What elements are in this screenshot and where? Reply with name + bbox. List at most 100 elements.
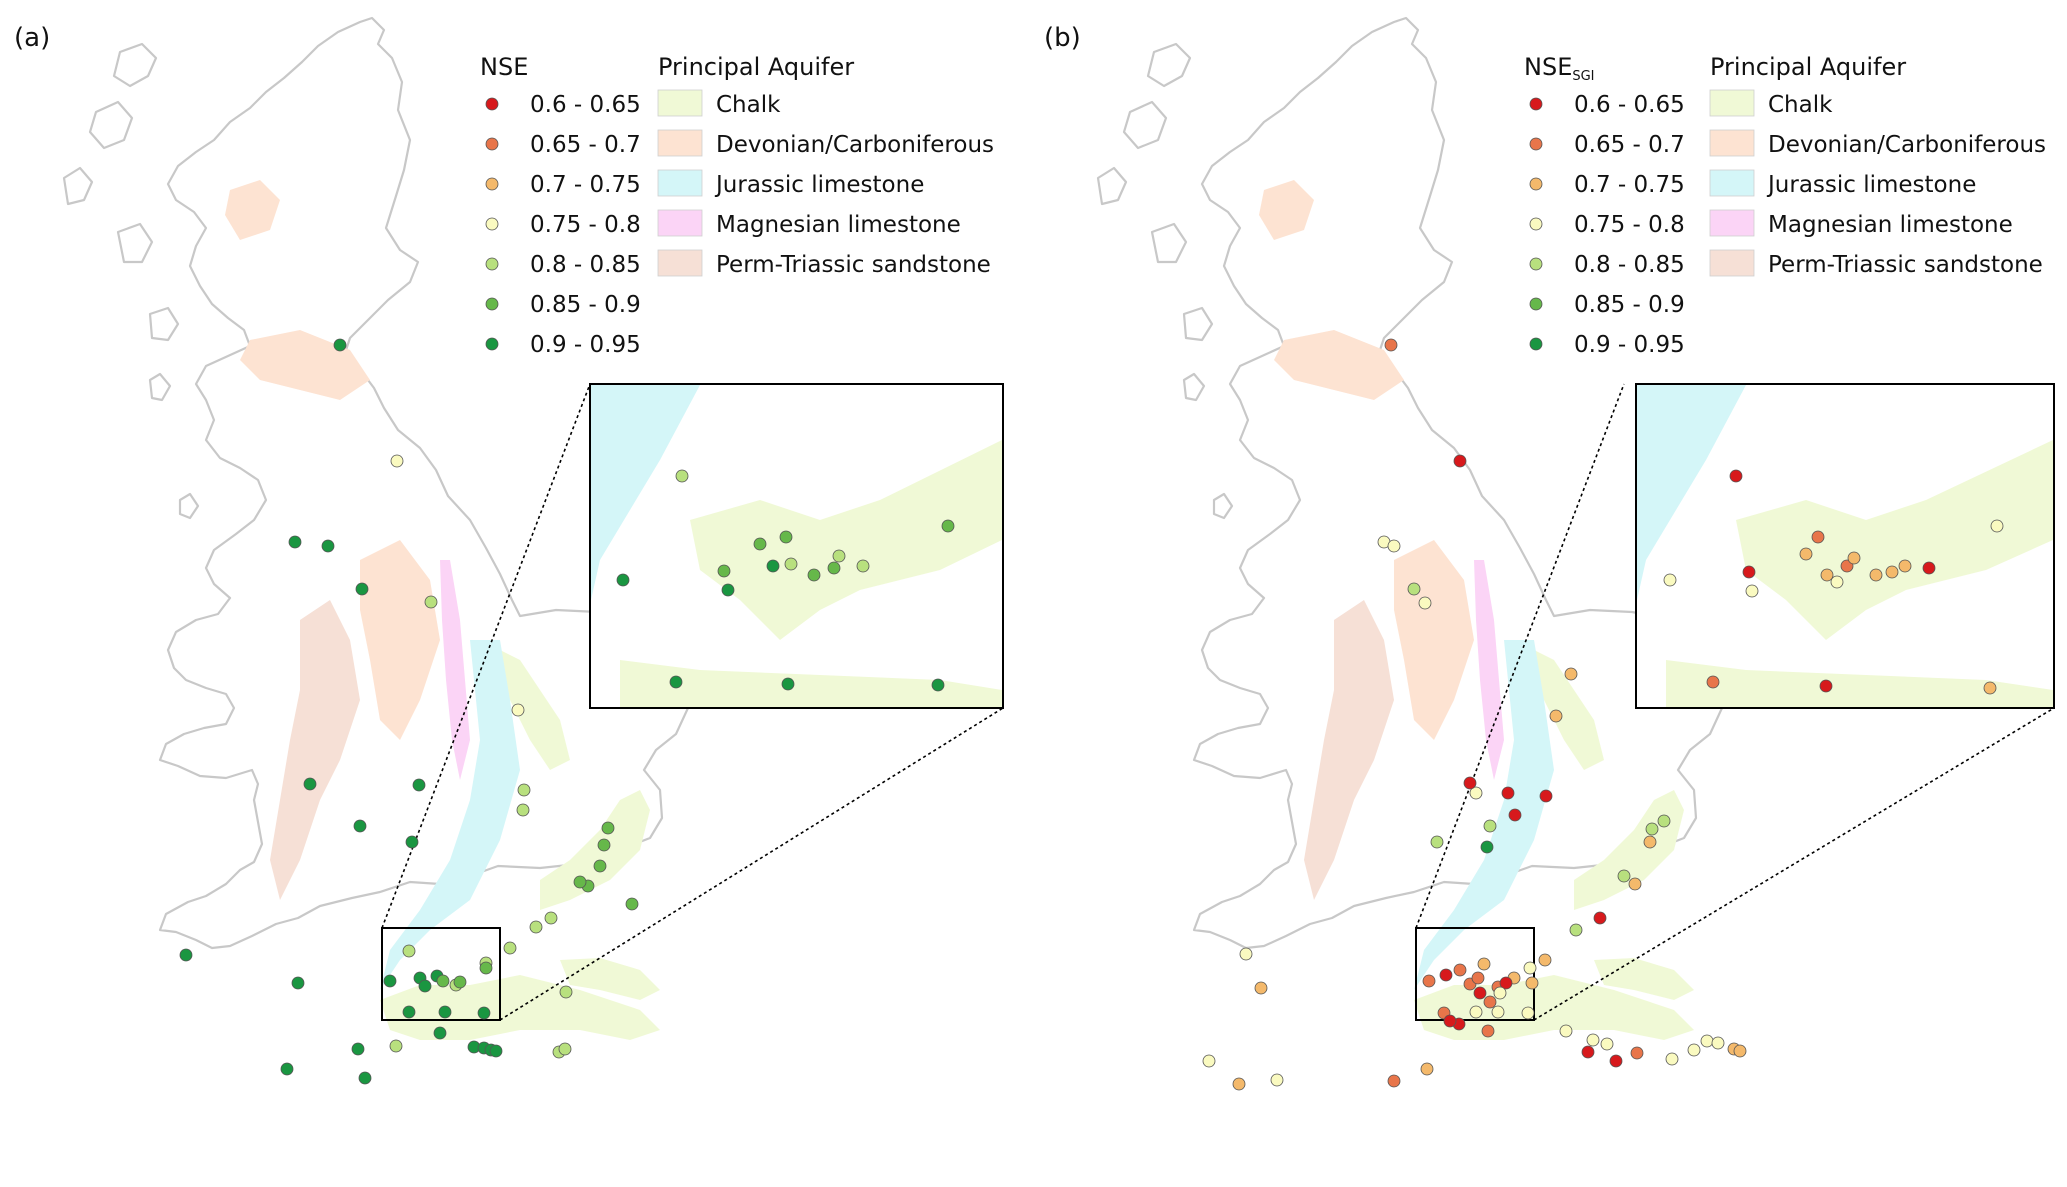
aquifer-swatch	[1709, 129, 1755, 157]
legend-label: 0.8 - 0.85	[1574, 252, 1685, 278]
inset-chalk-lower	[1666, 660, 2053, 707]
site-marker	[675, 469, 689, 483]
aquifer-polygons	[225, 180, 660, 1040]
legend-marker	[485, 177, 499, 191]
legend-label: 0.9 - 0.95	[530, 332, 641, 358]
aquifer-devonian-pennines	[1394, 540, 1474, 740]
site-marker	[1499, 976, 1513, 990]
site-marker	[669, 675, 683, 689]
site-marker	[1483, 995, 1497, 1009]
aquifer-swatch	[1709, 169, 1755, 197]
legend-marker	[1529, 177, 1543, 191]
site-marker	[1628, 877, 1642, 891]
site-marker	[1729, 469, 1743, 483]
site-marker	[402, 944, 416, 958]
site-marker	[1983, 681, 1997, 695]
site-marker	[1525, 976, 1539, 990]
site-marker	[1538, 953, 1552, 967]
aquifer-swatch	[657, 249, 703, 277]
site-marker	[1202, 1054, 1216, 1068]
site-marker	[405, 835, 419, 849]
site-marker	[1799, 547, 1813, 561]
aquifer-label: Chalk	[716, 92, 781, 118]
aquifer-label: Jurassic limestone	[1766, 172, 1976, 198]
aquifer-jurassic	[1414, 640, 1554, 990]
aquifer-chalk-yorkshire	[498, 650, 570, 770]
site-marker	[616, 573, 630, 587]
site-marker	[453, 975, 467, 989]
site-marker	[1239, 947, 1253, 961]
site-marker	[1898, 559, 1912, 573]
legend: NSE 0.6 - 0.65 0.65 - 0.7 0.7 - 0.75 0.7…	[480, 53, 994, 358]
site-marker	[1493, 986, 1507, 1000]
site-marker	[1469, 786, 1483, 800]
site-marker	[1847, 551, 1861, 565]
site-marker	[433, 1026, 447, 1040]
site-marker	[753, 537, 767, 551]
site-marker	[625, 897, 639, 911]
inset-chalk	[690, 440, 1002, 640]
metric-legend-items: 0.6 - 0.65 0.65 - 0.7 0.7 - 0.75 0.75 - …	[485, 92, 641, 358]
aquifer-legend-items: Chalk Devonian/Carboniferous Jurassic li…	[657, 89, 994, 278]
site-marker	[779, 530, 793, 544]
site-marker	[418, 979, 432, 993]
legend-marker	[1529, 217, 1543, 231]
site-marker	[412, 778, 426, 792]
aquifer-devonian-pennines	[360, 540, 440, 740]
site-marker	[303, 777, 317, 791]
panel-b: (b) NSESGI 0.6 - 0.65 0.65 - 0.7 0.7 - 0…	[1044, 16, 2055, 1091]
site-marker	[1539, 789, 1553, 803]
site-marker	[1232, 1077, 1246, 1091]
site-marker	[784, 557, 798, 571]
site-marker	[931, 678, 945, 692]
site-marker	[597, 838, 611, 852]
site-marker	[1453, 454, 1467, 468]
aquifer-magnesian	[1474, 560, 1504, 780]
site-points	[179, 338, 955, 1085]
legend-marker	[485, 337, 499, 351]
legend-marker	[1529, 257, 1543, 271]
aquifer-swatch	[1709, 89, 1755, 117]
site-marker	[1521, 1006, 1535, 1020]
site-marker	[1422, 974, 1436, 988]
site-marker	[1471, 971, 1485, 985]
site-marker	[288, 535, 302, 549]
site-points	[1202, 338, 2004, 1091]
site-marker	[1819, 679, 1833, 693]
site-marker	[1657, 814, 1671, 828]
aquifer-swatch	[1709, 209, 1755, 237]
site-marker	[781, 677, 795, 691]
legend-label: 0.9 - 0.95	[1574, 332, 1685, 358]
site-marker	[503, 941, 517, 955]
aquifer-chalk-east	[1574, 790, 1684, 910]
site-marker	[558, 1042, 572, 1056]
aquifer-chalk-downs	[560, 958, 660, 1000]
site-marker	[1630, 1046, 1644, 1060]
aquifer-devonian-nw	[1259, 180, 1314, 240]
aquifer-devonian-north	[240, 330, 370, 400]
aquifer-swatch	[657, 169, 703, 197]
site-marker	[1586, 1033, 1600, 1047]
site-marker	[1564, 667, 1578, 681]
legend-label: 0.7 - 0.75	[530, 172, 641, 198]
site-marker	[355, 582, 369, 596]
site-marker	[1481, 1024, 1495, 1038]
aquifer-magnesian	[440, 560, 470, 780]
site-marker	[1443, 1014, 1457, 1028]
site-marker	[1559, 1024, 1573, 1038]
site-marker	[1600, 1037, 1614, 1051]
inset-source-box	[381, 927, 501, 1021]
site-marker	[1593, 911, 1607, 925]
aquifer-chalk-downs	[1594, 958, 1694, 1000]
site-marker	[1706, 675, 1720, 689]
inset-connector	[1415, 383, 2055, 1021]
aquifer-legend-items: Chalk Devonian/Carboniferous Jurassic li…	[1709, 89, 2046, 278]
aquifer-legend-title: Principal Aquifer	[1710, 53, 1906, 81]
site-marker	[1439, 968, 1453, 982]
site-marker	[1869, 568, 1883, 582]
site-marker	[721, 583, 735, 597]
site-marker	[358, 1071, 372, 1085]
site-marker	[1501, 786, 1515, 800]
site-marker	[1617, 869, 1631, 883]
site-marker	[1491, 1005, 1505, 1019]
